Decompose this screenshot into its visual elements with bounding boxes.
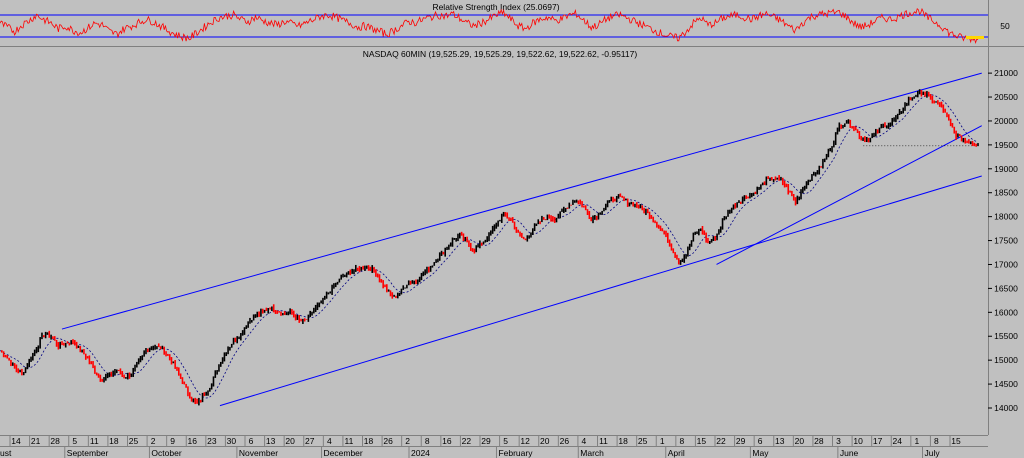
rsi-line: [0, 7, 979, 45]
x-tick-label: 14: [11, 436, 21, 446]
x-tick-label: 13: [266, 436, 276, 446]
price-title: NASDAQ 60MIN (19,525.29, 19,525.29, 19,5…: [363, 49, 638, 59]
x-tick-label: 16: [188, 436, 198, 446]
trendline: [61, 72, 982, 330]
x-tick-label: 2: [151, 436, 156, 446]
x-tick-label: 25: [129, 436, 139, 446]
month-label: June: [840, 448, 859, 458]
x-tick-label: 8: [679, 436, 684, 446]
x-tick-label: 29: [481, 436, 491, 446]
x-tick-label: 18: [364, 436, 374, 446]
x-tick-label: 29: [736, 436, 746, 446]
y-tick-label: 16500: [994, 283, 1018, 293]
x-tick-label: 25: [638, 436, 648, 446]
x-tick-label: 26: [560, 436, 570, 446]
trendline: [716, 125, 982, 265]
x-tick-label: 24: [893, 436, 903, 446]
x-tick-label: 4: [582, 436, 587, 446]
x-tick-label: 2: [405, 436, 410, 446]
y-tick-label: 15500: [994, 331, 1018, 341]
x-tick-label: 20: [285, 436, 295, 446]
x-tick-label: 3: [836, 436, 841, 446]
month-label: December: [324, 448, 363, 458]
month-label: October: [151, 448, 181, 458]
y-tick-label: 18000: [994, 212, 1018, 222]
x-tick-label: 16: [442, 436, 452, 446]
x-tick-label: 11: [599, 436, 608, 446]
y-tick-label: 17000: [994, 259, 1018, 269]
month-label: ust: [0, 448, 12, 458]
month-label: November: [239, 448, 278, 458]
x-tick-label: 15: [951, 436, 961, 446]
y-tick-label: 17500: [994, 236, 1018, 246]
y-tick-label: 19500: [994, 140, 1018, 150]
x-tick-label: 27: [305, 436, 315, 446]
x-tick-label: 11: [345, 436, 354, 446]
x-tick-label: 5: [72, 436, 77, 446]
x-tick-label: 8: [425, 436, 430, 446]
y-tick-label: 16000: [994, 307, 1018, 317]
x-tick-label: 23: [207, 436, 217, 446]
x-tick-label: 6: [758, 436, 763, 446]
y-tick-layer: 14000 14500 15000 15500 16000 16500 17000 17500…: [988, 68, 1018, 413]
month-label: 2024: [411, 448, 430, 458]
x-tick-label: 6: [249, 436, 254, 446]
x-tick-label: 20: [540, 436, 550, 446]
month-label: March: [580, 448, 604, 458]
month-label: May: [752, 448, 769, 458]
x-tick-label: 30: [227, 436, 237, 446]
x-tick-label: 1: [660, 436, 665, 446]
y-tick-label: 20500: [994, 92, 1018, 102]
x-tick-label: 18: [109, 436, 119, 446]
x-tick-label: 12: [520, 436, 530, 446]
trendline: [219, 175, 982, 407]
x-tick-label: 10: [853, 436, 863, 446]
x-tick-label: 28: [814, 436, 824, 446]
x-tick-label: 5: [503, 436, 508, 446]
month-label: April: [668, 448, 685, 458]
y-tick-label: 21000: [994, 68, 1018, 78]
x-tick-label: 17: [873, 436, 883, 446]
x-tick-label: 15: [697, 436, 707, 446]
x-tick-label: 22: [716, 436, 726, 446]
month-label-layer: ust September October November December 2024 F…: [0, 446, 940, 458]
y-tick-label: 14000: [994, 403, 1018, 413]
month-label: February: [498, 448, 533, 458]
rsi-tick-label: 50: [1000, 21, 1010, 31]
y-tick-label: 19000: [994, 164, 1018, 174]
rsi-line-layer: [0, 7, 979, 45]
x-tick-label: 13: [775, 436, 785, 446]
y-tick-label: 20000: [994, 116, 1018, 126]
month-label: July: [925, 448, 941, 458]
x-tick-label: 26: [383, 436, 393, 446]
x-tick-label: 20: [795, 436, 805, 446]
month-label: September: [67, 448, 109, 458]
y-tick-label: 18500: [994, 188, 1018, 198]
x-tick-label: 22: [462, 436, 472, 446]
x-tick-label: 21: [31, 436, 41, 446]
x-tick-label: 28: [50, 436, 60, 446]
x-tick-label: 1: [914, 436, 919, 446]
x-tick-label: 4: [327, 436, 332, 446]
x-tick-layer: 14 21 28 5 11 18 25 2 9 16 23 30 6 13 20 27 4 11 18 26 2 8 16 2…: [9, 435, 961, 446]
x-tick-label: 8: [934, 436, 939, 446]
trendline-layer: [61, 72, 982, 407]
y-tick-label: 15000: [994, 355, 1018, 365]
y-tick-label: 14500: [994, 379, 1018, 389]
x-tick-label: 11: [90, 436, 99, 446]
rsi-title: Relative Strength Index (25.0697): [432, 2, 559, 12]
x-tick-label: 9: [170, 436, 175, 446]
x-tick-label: 18: [618, 436, 628, 446]
rsi-current-marker: [966, 36, 984, 39]
price-bar-layer: [1, 89, 979, 406]
